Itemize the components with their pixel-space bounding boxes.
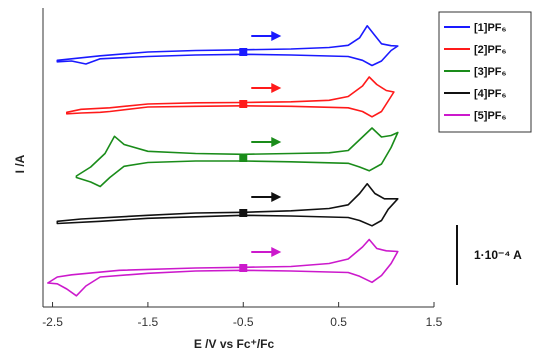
scan-direction-arrowhead-1 xyxy=(271,31,282,41)
x-ticks: -2.5 -1.5 -0.5 0.5 1.5 xyxy=(42,302,443,329)
cv-trace-4 xyxy=(56,183,399,227)
scan-direction-arrowhead-5 xyxy=(271,247,282,257)
cv-trace-3 xyxy=(75,127,399,188)
start-point-marker-3 xyxy=(239,154,248,162)
x-tick-label: 1.5 xyxy=(426,315,443,329)
legend: [1]PF₆ [2]PF₆ [3]PF₆ [4]PF₆ [5]PF₆ xyxy=(438,11,532,133)
scan-direction-arrowhead-4 xyxy=(271,192,282,202)
x-tick-label: 0.5 xyxy=(330,315,347,329)
series-layer xyxy=(47,25,399,297)
cv-trace-2 xyxy=(66,76,395,118)
x-tick-label: -2.5 xyxy=(42,315,63,329)
start-point-marker-4 xyxy=(239,209,248,217)
start-point-marker-2 xyxy=(239,100,248,108)
x-tick-label: -0.5 xyxy=(233,315,254,329)
scan-direction-arrowhead-3 xyxy=(271,137,282,147)
scan-direction-arrowhead-2 xyxy=(271,83,282,93)
scale-bar-label: 1·10⁻⁴ A xyxy=(474,248,522,262)
legend-label-1: [1]PF₆ xyxy=(474,22,507,34)
y-axis-title: I /A xyxy=(13,154,27,173)
x-tick-label: -1.5 xyxy=(138,315,159,329)
legend-label-4: [4]PF₆ xyxy=(474,88,507,100)
legend-label-5: [5]PF₆ xyxy=(474,110,507,122)
legend-label-3: [3]PF₆ xyxy=(474,66,507,78)
x-axis-title: E /V vs Fc⁺/Fc xyxy=(194,337,275,351)
current-scale-bar: 1·10⁻⁴ A xyxy=(456,225,522,285)
cv-trace-5 xyxy=(47,238,399,297)
start-point-marker-1 xyxy=(239,48,248,56)
cv-trace-1 xyxy=(56,25,399,67)
legend-label-2: [2]PF₆ xyxy=(474,44,507,56)
start-point-marker-5 xyxy=(239,264,248,272)
